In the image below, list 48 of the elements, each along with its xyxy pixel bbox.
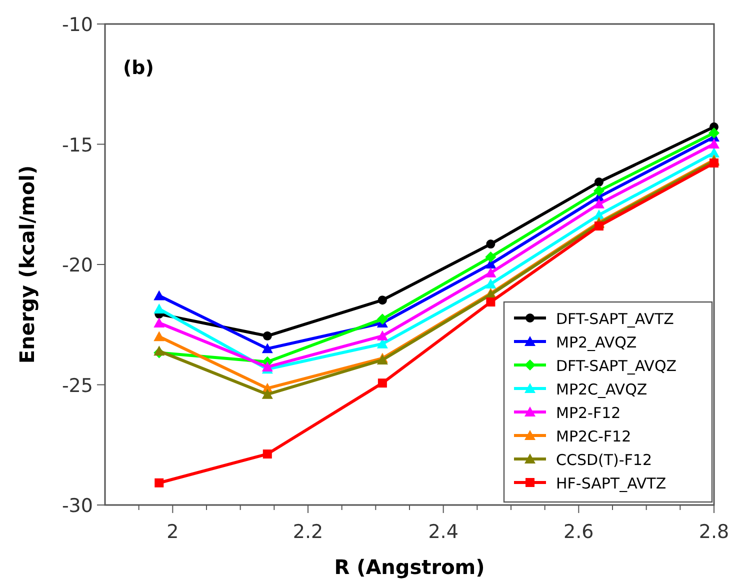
point (154, 331, 165, 342)
x-tick-label: 2 (166, 521, 179, 543)
point (594, 178, 604, 187)
point (593, 198, 604, 208)
point (378, 378, 387, 388)
legend-label: MP2_AVQZ (556, 334, 637, 352)
point (376, 314, 388, 325)
y-tick-label: -20 (62, 254, 93, 276)
x-tick-label: 2.8 (698, 521, 730, 543)
point (154, 346, 165, 356)
y-tick-label: -15 (62, 134, 93, 156)
point (594, 222, 604, 231)
point (262, 450, 272, 459)
legend-label: DFT-SAPT_AVTZ (556, 310, 674, 328)
point (154, 478, 164, 488)
y-axis-title: Energy (kcal/mol) (15, 165, 39, 364)
point (378, 296, 387, 305)
point (485, 278, 496, 288)
point (486, 240, 496, 249)
point (376, 330, 388, 340)
annotation: (b) (123, 57, 154, 79)
point (154, 317, 165, 328)
point (593, 185, 604, 196)
point (486, 298, 496, 307)
point (262, 361, 273, 372)
point (154, 290, 165, 300)
point (710, 158, 718, 168)
point (154, 303, 165, 314)
point (262, 388, 273, 399)
point (262, 343, 273, 354)
point (262, 331, 272, 340)
legend-label: CCSD(T)-F12 (556, 451, 652, 469)
x-tick-label: 2.2 (292, 521, 324, 543)
y-tick-label: -25 (62, 374, 93, 397)
legend-label: HF-SAPT_AVTZ (556, 474, 666, 492)
point (708, 138, 720, 149)
x-tick-label: 2.4 (428, 521, 458, 543)
x-axis-title: R (Angstrom) (334, 555, 485, 579)
point (485, 252, 496, 263)
y-tick-label: -30 (62, 495, 93, 517)
y-tick-label: -10 (62, 14, 93, 36)
legend-label: MP2-F12 (556, 404, 621, 422)
legend-label: MP2C_AVQZ (556, 380, 648, 398)
legend-label: DFT-SAPT_AVQZ (556, 357, 677, 375)
point (485, 267, 496, 278)
point (708, 127, 720, 138)
legend-label: MP2C-F12 (556, 428, 632, 446)
x-tick-label: 2.6 (564, 521, 594, 543)
